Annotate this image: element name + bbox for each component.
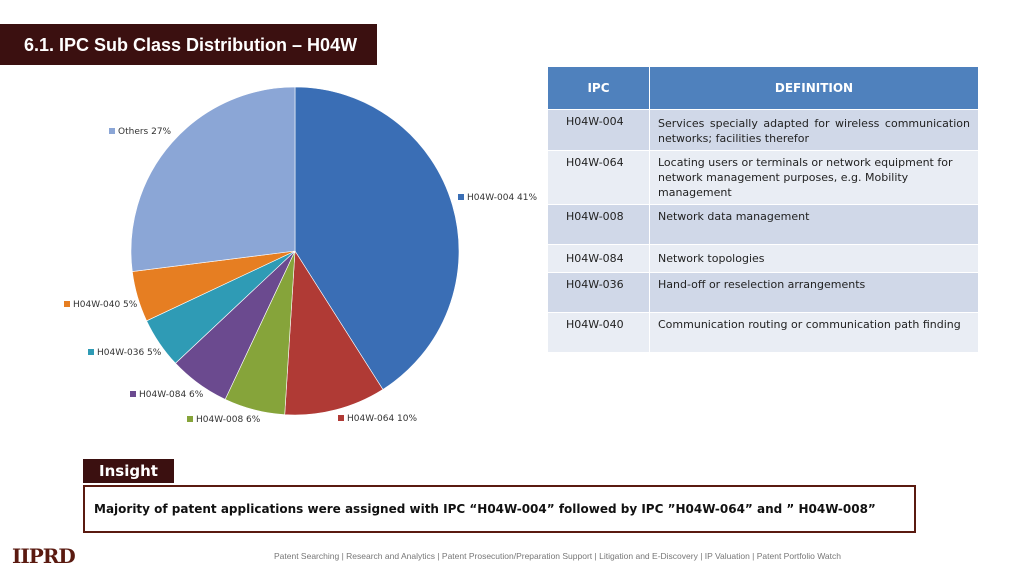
ipc-code: H04W-004 [547, 109, 650, 151]
ipc-code: H04W-084 [547, 244, 650, 273]
data-label: H04W-004 41% [467, 193, 537, 203]
legend-swatch [130, 391, 136, 397]
ipc-definition: Network topologies [649, 244, 979, 273]
ipc-definition-table: IPC DEFINITION H04W-004 Services special… [547, 66, 979, 353]
pie-slice-others [130, 86, 296, 272]
legend-swatch [338, 415, 344, 421]
table-row: H04W-084 Network topologies [547, 244, 979, 273]
ipc-definition: Communication routing or communication p… [649, 312, 979, 353]
data-label: H04W-084 6% [139, 390, 204, 400]
legend-swatch [187, 416, 193, 422]
company-logo: IIPRD [12, 544, 76, 568]
ipc-code: H04W-040 [547, 312, 650, 353]
data-label: H04W-040 5% [73, 300, 138, 310]
table-header-definition: DEFINITION [649, 66, 979, 110]
data-label: Others 27% [118, 127, 172, 137]
page-title: 6.1. IPC Sub Class Distribution – H04W [0, 24, 377, 65]
table-header-ipc: IPC [547, 66, 650, 110]
legend-swatch [109, 128, 115, 134]
footer-services: Patent Searching | Research and Analytic… [274, 551, 842, 561]
ipc-code: H04W-036 [547, 272, 650, 313]
legend-swatch [64, 301, 70, 307]
pie-slices [130, 86, 460, 416]
insight-text: Majority of patent applications were ass… [83, 485, 916, 533]
data-label: H04W-036 5% [97, 348, 162, 358]
pie-chart: H04W-004 41% H04W-064 10% H04W-008 6% H04W-… [64, 86, 537, 425]
data-label: H04W-064 10% [347, 414, 417, 424]
ipc-code: H04W-064 [547, 150, 650, 205]
legend-swatch [88, 349, 94, 355]
table-row: H04W-036 Hand-off or reselection arrange… [547, 272, 979, 313]
ipc-code: H04W-008 [547, 204, 650, 245]
ipc-definition: Locating users or terminals or network e… [649, 150, 979, 205]
ipc-definition: Network data management [649, 204, 979, 245]
ipc-definition: Hand-off or reselection arrangements [649, 272, 979, 313]
data-label: H04W-008 6% [196, 415, 261, 425]
table-row: H04W-004 Services specially adapted for … [547, 109, 979, 151]
legend-swatch [458, 194, 464, 200]
table-row: H04W-040 Communication routing or commun… [547, 312, 979, 353]
pie-slice-h04w-064 [284, 250, 384, 416]
ipc-definition: Services specially adapted for wireless … [649, 109, 979, 151]
pie-legend: H04W-004 41% H04W-064 10% H04W-008 6% H04W-… [64, 127, 537, 425]
table-row: H04W-008 Network data management [547, 204, 979, 245]
table-row: H04W-064 Locating users or terminals or … [547, 150, 979, 205]
pie-slice-h04w-004 [294, 86, 460, 390]
insight-label: Insight [83, 459, 174, 483]
